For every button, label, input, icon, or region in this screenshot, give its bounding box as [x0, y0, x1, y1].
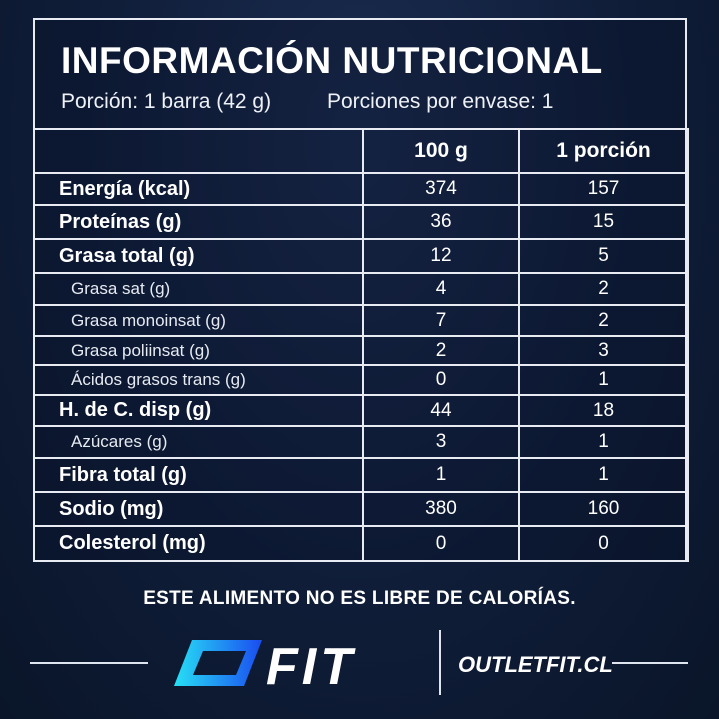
nutrient-value: 4 [362, 272, 520, 306]
nutrient-label: Colesterol (mg) [33, 525, 364, 562]
nutrient-label: Grasa poliinsat (g) [33, 335, 364, 366]
column-header: 1 porción [518, 128, 689, 174]
nutrient-value: 5 [518, 238, 689, 274]
nutrient-label: Grasa total (g) [33, 238, 364, 274]
nutrient-value: 36 [362, 204, 520, 240]
nutrient-value: 1 [518, 364, 689, 396]
nutrient-row: Grasa sat (g) 4 2 [33, 272, 689, 306]
nutrient-label: Fibra total (g) [33, 457, 364, 493]
footer-logo: FIT OUTLETFIT.CL [30, 630, 688, 696]
nutrient-label: Azúcares (g) [33, 425, 364, 459]
nutrient-row: Azúcares (g) 3 1 [33, 425, 689, 459]
nutrient-value: 374 [362, 172, 520, 206]
logo-text: FIT [266, 638, 356, 696]
nutrient-value: 380 [362, 491, 520, 527]
nutrient-value: 0 [518, 525, 689, 562]
nutrition-panel: INFORMACIÓN NUTRICIONAL Porción: 1 barra… [33, 18, 689, 562]
column-header: 100 g [362, 128, 520, 174]
nutrient-value: 0 [362, 364, 520, 396]
serving: Porción: 1 barra (42 g) [61, 90, 272, 113]
nutrient-value: 44 [362, 394, 520, 427]
nutrient-value: 0 [362, 525, 520, 562]
disclaimer: ESTE ALIMENTO NO ES LIBRE DE CALORÍAS. [143, 588, 576, 609]
nutrient-row: Grasa monoinsat (g) 7 2 [33, 304, 689, 337]
website: OUTLETFIT.CL [458, 652, 613, 677]
nutrient-value: 18 [518, 394, 689, 427]
nutrient-row: Energía (kcal) 374 157 [33, 172, 689, 206]
nutrient-row: Ácidos grasos trans (g) 0 1 [33, 364, 689, 396]
nutrient-value: 12 [362, 238, 520, 274]
nutrient-row: Colesterol (mg) 0 0 [33, 525, 689, 562]
nutrient-value: 3 [518, 335, 689, 366]
nutrient-row: Fibra total (g) 1 1 [33, 457, 689, 493]
nutrient-row: H. de C. disp (g) 44 18 [33, 394, 689, 427]
nutrient-row: Proteínas (g) 36 15 [33, 204, 689, 240]
nutrient-value: 3 [362, 425, 520, 459]
nutrient-label: Energía (kcal) [33, 172, 364, 206]
nutrient-value: 15 [518, 204, 689, 240]
nutrient-value: 2 [518, 304, 689, 337]
nutrient-value: 1 [362, 457, 520, 493]
nutrient-label: Ácidos grasos trans (g) [33, 364, 364, 396]
nutrient-label: H. de C. disp (g) [33, 394, 364, 427]
nutrient-value: 157 [518, 172, 689, 206]
nutrient-value: 7 [362, 304, 520, 337]
nutrient-label: Grasa monoinsat (g) [33, 304, 364, 337]
nutrient-label: Proteínas (g) [33, 204, 364, 240]
nutrient-value: 2 [518, 272, 689, 306]
header-cell [33, 128, 364, 174]
nutrient-value: 2 [362, 335, 520, 366]
nutrient-label: Grasa sat (g) [33, 272, 364, 306]
nutrient-value: 1 [518, 425, 689, 459]
title: INFORMACIÓN NUTRICIONAL [61, 40, 603, 81]
nutrient-label: Sodio (mg) [33, 491, 364, 527]
nutrient-row: Sodio (mg) 380 160 [33, 491, 689, 527]
nutrient-value: 1 [518, 457, 689, 493]
nutrient-row: Grasa poliinsat (g) 2 3 [33, 335, 689, 366]
nutrient-value: 160 [518, 491, 689, 527]
logo-icon [174, 640, 262, 686]
nutrient-row: Grasa total (g) 12 5 [33, 238, 689, 274]
servings-per-container: Porciones por envase: 1 [327, 90, 554, 113]
